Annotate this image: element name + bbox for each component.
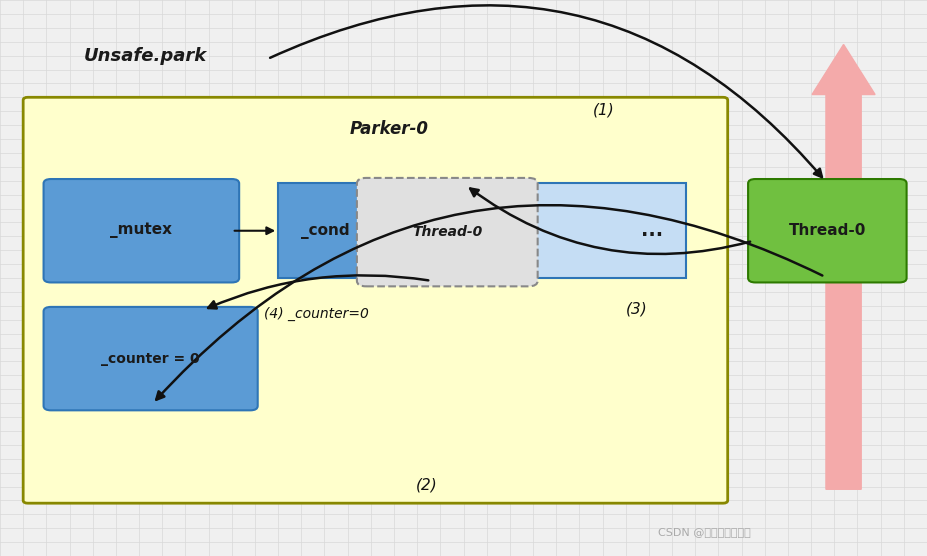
Text: ...: ... [641,221,663,240]
Text: Parker-0: Parker-0 [349,120,429,137]
Bar [278,183,433,278]
FancyBboxPatch shape [748,179,907,282]
FancyBboxPatch shape [44,307,258,410]
Text: (2): (2) [415,477,438,492]
FancyBboxPatch shape [44,179,239,282]
Text: Unsafe.park: Unsafe.park [83,47,207,64]
Text: _mutex: _mutex [110,223,172,239]
FancyArrow shape [812,44,875,489]
Text: (4) _counter=0: (4) _counter=0 [264,307,369,321]
Bar [433,183,686,278]
Text: Thread-0: Thread-0 [413,225,482,239]
Text: Thread-0: Thread-0 [789,224,866,238]
FancyBboxPatch shape [357,178,538,286]
Text: (1): (1) [593,103,615,118]
Text: _cond: _cond [301,223,349,239]
Text: CSDN @渝北最后的单纯: CSDN @渝北最后的单纯 [658,527,751,537]
FancyBboxPatch shape [23,97,728,503]
Text: _counter = 0: _counter = 0 [101,351,200,366]
Text: (3): (3) [626,301,647,316]
